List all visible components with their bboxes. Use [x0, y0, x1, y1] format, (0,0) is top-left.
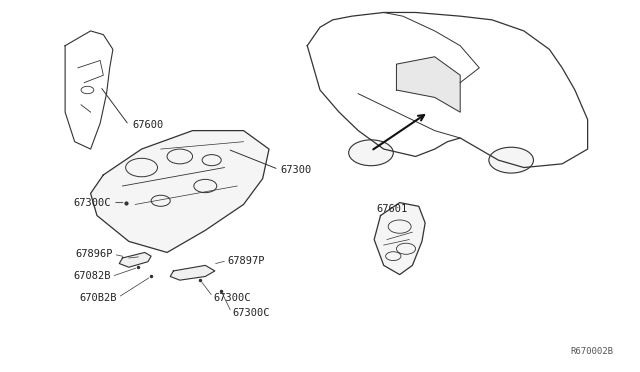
- Polygon shape: [170, 265, 215, 280]
- Circle shape: [349, 140, 394, 166]
- Polygon shape: [396, 57, 460, 112]
- Text: 67300C: 67300C: [232, 308, 269, 318]
- Polygon shape: [91, 131, 269, 253]
- Text: 67897P: 67897P: [228, 256, 265, 266]
- Text: 67300: 67300: [280, 165, 312, 175]
- Circle shape: [489, 147, 534, 173]
- Text: 67300C: 67300C: [214, 292, 251, 302]
- Text: 67601: 67601: [376, 204, 407, 214]
- Text: 670B2B: 670B2B: [80, 292, 117, 302]
- Polygon shape: [374, 203, 425, 275]
- Text: R670002B: R670002B: [570, 347, 613, 356]
- Polygon shape: [119, 253, 151, 267]
- Text: 67896P: 67896P: [76, 249, 113, 259]
- Text: 67600: 67600: [132, 120, 163, 130]
- Text: 67300C: 67300C: [74, 198, 111, 208]
- Text: 67082B: 67082B: [74, 272, 111, 282]
